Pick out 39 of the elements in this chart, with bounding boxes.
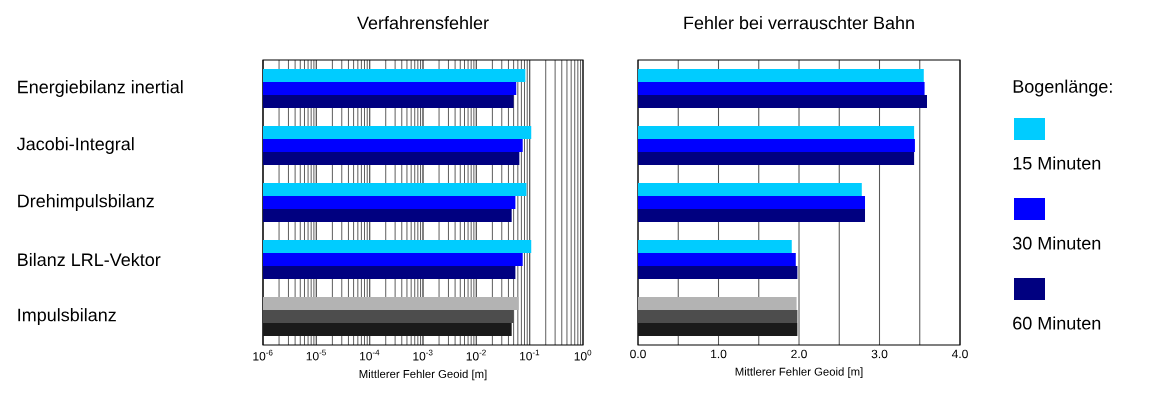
chart-title: Verfahrensfehler	[357, 16, 489, 30]
x-tick-label: 10$^{-5}$	[306, 349, 326, 361]
x-tick-label: 2.0	[791, 349, 807, 359]
bar	[638, 240, 792, 253]
bar	[638, 183, 862, 197]
x-tick-label: 10$^{-1}$	[520, 349, 540, 361]
bar	[638, 95, 927, 109]
bar	[638, 152, 915, 166]
bar	[638, 323, 798, 337]
x-axis-title: Mittlerer Fehler Geoid [m]	[359, 369, 487, 381]
bar	[638, 253, 796, 267]
x-tick-label: 3.0	[871, 349, 888, 359]
x-tick-label: 1.0	[711, 349, 727, 359]
x-tick-label: 0.0	[630, 349, 646, 359]
x-tick-label: 10$^{-2}$	[466, 349, 486, 361]
bar	[638, 126, 915, 140]
y-tick-label: Jacobi-Integral	[16, 137, 134, 154]
legend-label: 15 Minuten	[1013, 156, 1101, 170]
bar	[638, 266, 798, 280]
legend-label: 60 Minuten	[1013, 316, 1101, 330]
bar	[638, 297, 797, 310]
x-tick-label: 10$^{-4}$	[360, 349, 380, 361]
x-tick-label: 10$^{-3}$	[413, 349, 433, 361]
y-tick-label: Bilanz LRL-Vektor	[18, 252, 161, 267]
bar	[638, 69, 924, 83]
x-tick-label: 10$^{0}$	[574, 349, 592, 361]
legend-label: 30 Minuten	[1012, 236, 1101, 250]
bar	[638, 209, 866, 223]
x-axis-title: Mittlerer Fehler Geoid [m]	[735, 367, 863, 378]
bar	[638, 196, 866, 210]
y-tick-label: Impulsbilanz	[18, 308, 116, 325]
chart-title: Fehler bei verrauschter Bahn	[684, 16, 914, 30]
y-tick-label: Drehimpulsbilanz	[18, 194, 154, 211]
y-tick-label: Energiebilanz inertial	[18, 80, 183, 97]
x-tick-label: 4.0	[951, 349, 968, 359]
x-tick-label: 10$^{-6}$	[253, 349, 273, 361]
legend-title: Bogenlänge:	[1013, 79, 1112, 97]
bar	[638, 139, 915, 153]
bar	[638, 82, 925, 96]
